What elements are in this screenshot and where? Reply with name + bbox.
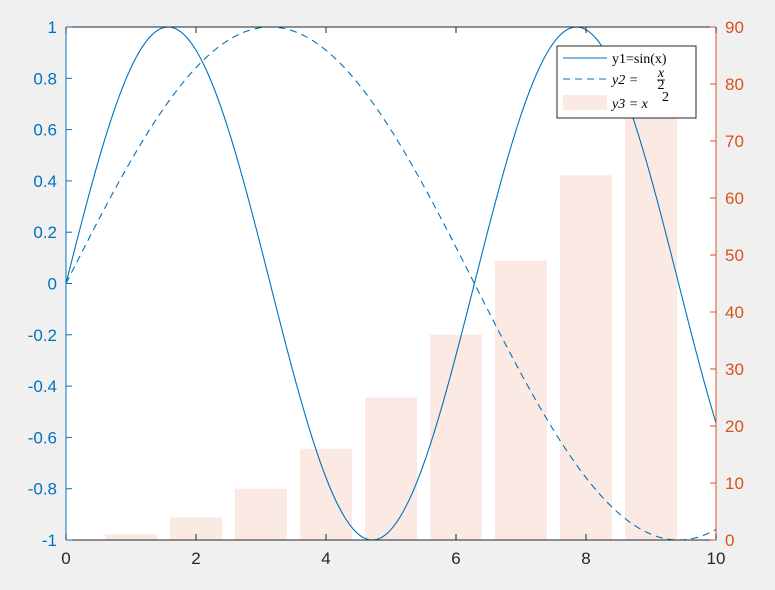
y-right-tick-label: 20 <box>725 417 744 436</box>
y-left-tick-label: 0 <box>48 275 57 294</box>
legend-label-y3: y3 = x <box>610 97 649 112</box>
y-left-tick-label: -0.8 <box>28 480 57 499</box>
y-left-tick-label: 0.6 <box>33 121 57 140</box>
y-right-tick-label: 70 <box>725 132 744 151</box>
y-left-tick-label: -0.6 <box>28 428 57 447</box>
line-y2-sin-half <box>65 26 717 541</box>
x-tick-label: 4 <box>321 549 330 568</box>
legend-label-y1: y1=sin(x) <box>612 52 667 67</box>
y-left-tick-label: 0.4 <box>33 172 57 191</box>
bar-8 <box>560 175 612 540</box>
bar-5 <box>365 397 417 540</box>
bar-2 <box>170 517 222 540</box>
y-right-tick-label: 40 <box>725 303 744 322</box>
bar-7 <box>495 260 547 540</box>
y-left-tick-label: -1 <box>42 531 57 550</box>
legend-label-y2-prefix: y2 = <box>610 73 638 88</box>
y-right-tick-label: 0 <box>725 531 734 550</box>
bar-4 <box>300 448 352 540</box>
x-tick-label: 2 <box>191 549 200 568</box>
x-tick-label: 0 <box>61 549 70 568</box>
bar-1 <box>105 534 157 540</box>
legend-swatch-y3 <box>563 95 607 110</box>
y-left-tick-label: -0.4 <box>28 377 57 396</box>
y-left-tick-label: 1 <box>48 18 57 37</box>
y-right-tick-label: 30 <box>725 360 744 379</box>
x-tick-label: 6 <box>451 549 460 568</box>
legend-label-y2-numerator: x <box>657 66 665 81</box>
bar-3 <box>235 488 287 540</box>
x-tick-label: 10 <box>707 549 726 568</box>
bar-series-y3 <box>105 78 677 541</box>
y-left-tick-label: 0.8 <box>33 69 57 88</box>
bar-6 <box>430 334 482 540</box>
x-tick-label: 8 <box>581 549 590 568</box>
y-right-tick-label: 80 <box>725 75 744 94</box>
y-right-tick-label: 50 <box>725 246 744 265</box>
y-right-tick-label: 60 <box>725 189 744 208</box>
y-left-tick-label: -0.2 <box>28 326 57 345</box>
y-right-tick-label: 10 <box>725 474 744 493</box>
y-left-tick-label: 0.2 <box>33 223 57 242</box>
legend-label-y3-exponent: 2 <box>662 90 669 105</box>
bar-9 <box>625 78 677 541</box>
axes: 0 2 4 6 8 10-1-0.8-0.6-0.4-0.200.20.40.60.810… <box>28 18 744 568</box>
legend-label-y2-denominator: 2 <box>658 78 665 93</box>
y-right-tick-label: 90 <box>725 18 744 37</box>
